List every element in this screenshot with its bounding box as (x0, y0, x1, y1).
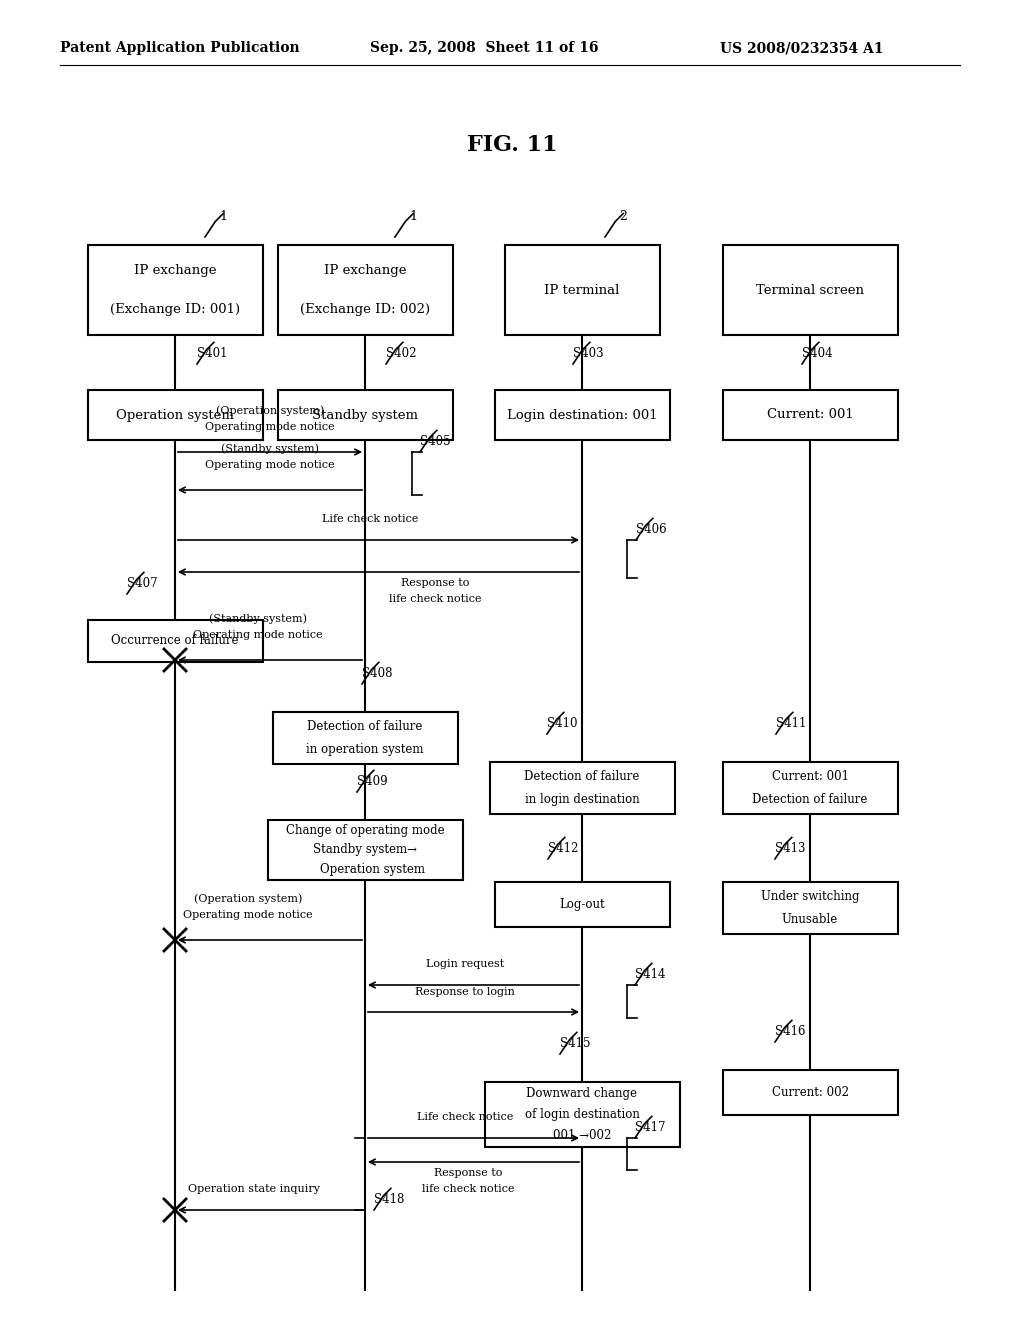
Text: of login destination: of login destination (524, 1107, 639, 1121)
Text: S416: S416 (775, 1026, 806, 1038)
Text: IP exchange: IP exchange (324, 264, 407, 277)
Text: (Exchange ID: 002): (Exchange ID: 002) (300, 304, 430, 317)
Text: Login destination: 001: Login destination: 001 (507, 408, 657, 421)
Text: Operating mode notice: Operating mode notice (183, 909, 312, 920)
Text: Detection of failure: Detection of failure (524, 770, 640, 783)
Text: S412: S412 (548, 842, 579, 855)
Text: Detection of failure: Detection of failure (307, 719, 423, 733)
Text: Operation system: Operation system (116, 408, 233, 421)
Text: (Operation system): (Operation system) (216, 405, 325, 416)
Bar (723, 1071, 897, 1115)
Text: S406: S406 (636, 523, 667, 536)
Bar (87, 246, 262, 335)
Text: (Standby system): (Standby system) (209, 614, 307, 624)
Text: S401: S401 (197, 347, 227, 360)
Text: S405: S405 (420, 436, 451, 447)
Text: Log-out: Log-out (559, 898, 605, 911)
Bar (723, 389, 897, 440)
Bar (87, 620, 262, 663)
Text: life check notice: life check notice (389, 594, 481, 605)
Bar (495, 882, 670, 927)
Text: 2: 2 (618, 210, 627, 223)
Bar (489, 762, 675, 814)
Text: 1: 1 (219, 210, 227, 223)
Text: S404: S404 (802, 347, 833, 360)
Text: (Standby system): (Standby system) (221, 444, 319, 454)
Text: Under switching: Under switching (761, 890, 859, 903)
Text: Response to login: Response to login (415, 987, 515, 997)
Text: Sep. 25, 2008  Sheet 11 of 16: Sep. 25, 2008 Sheet 11 of 16 (370, 41, 598, 55)
Text: S411: S411 (776, 717, 806, 730)
Text: Life check notice: Life check notice (322, 513, 418, 524)
Text: Standby system→: Standby system→ (313, 843, 417, 857)
Bar (723, 246, 897, 335)
Text: Operation state inquiry: Operation state inquiry (188, 1184, 319, 1195)
Text: (Operation system): (Operation system) (194, 894, 302, 904)
Bar (723, 762, 897, 814)
Bar (87, 389, 262, 440)
Text: Life check notice: Life check notice (417, 1111, 513, 1122)
Text: US 2008/0232354 A1: US 2008/0232354 A1 (720, 41, 884, 55)
Bar (495, 389, 670, 440)
Text: Operating mode notice: Operating mode notice (205, 459, 335, 470)
Text: Current: 002: Current: 002 (771, 1086, 849, 1100)
Text: S415: S415 (560, 1038, 591, 1049)
Text: in login destination: in login destination (524, 793, 639, 807)
Text: Detection of failure: Detection of failure (753, 793, 867, 807)
Text: Current: 001: Current: 001 (771, 770, 849, 783)
Text: Current: 001: Current: 001 (767, 408, 853, 421)
Text: S402: S402 (386, 347, 417, 360)
Text: FIG. 11: FIG. 11 (467, 135, 557, 156)
Text: IP terminal: IP terminal (545, 284, 620, 297)
Bar (723, 882, 897, 935)
Text: Patent Application Publication: Patent Application Publication (60, 41, 300, 55)
Text: Occurrence of failure: Occurrence of failure (112, 635, 239, 648)
Text: 001 →002: 001 →002 (553, 1129, 611, 1142)
Text: in operation system: in operation system (306, 743, 424, 756)
Text: S413: S413 (775, 842, 806, 855)
Text: 1: 1 (409, 210, 417, 223)
Text: Standby system: Standby system (312, 408, 418, 421)
Text: S414: S414 (635, 968, 666, 981)
Text: Terminal screen: Terminal screen (756, 284, 864, 297)
Text: life check notice: life check notice (422, 1184, 514, 1195)
Text: Operating mode notice: Operating mode notice (205, 422, 335, 432)
Text: IP exchange: IP exchange (134, 264, 216, 277)
Text: S417: S417 (635, 1121, 666, 1134)
Bar (505, 246, 659, 335)
Text: Response to: Response to (434, 1168, 502, 1177)
Bar (278, 246, 453, 335)
Bar (484, 1082, 680, 1147)
Bar (272, 711, 458, 764)
Text: S403: S403 (573, 347, 603, 360)
Text: S408: S408 (362, 667, 392, 680)
Bar (278, 389, 453, 440)
Text: S410: S410 (547, 717, 578, 730)
Bar (267, 820, 463, 880)
Text: S409: S409 (357, 775, 388, 788)
Text: Operating mode notice: Operating mode notice (194, 630, 323, 640)
Text: Unusable: Unusable (782, 913, 838, 927)
Text: (Exchange ID: 001): (Exchange ID: 001) (110, 304, 240, 317)
Text: S407: S407 (127, 577, 158, 590)
Text: Change of operating mode: Change of operating mode (286, 824, 444, 837)
Text: Response to: Response to (400, 578, 469, 587)
Text: Downward change: Downward change (526, 1088, 638, 1101)
Text: Operation system: Operation system (305, 863, 425, 875)
Text: S418: S418 (374, 1193, 404, 1206)
Text: Login request: Login request (426, 960, 504, 969)
